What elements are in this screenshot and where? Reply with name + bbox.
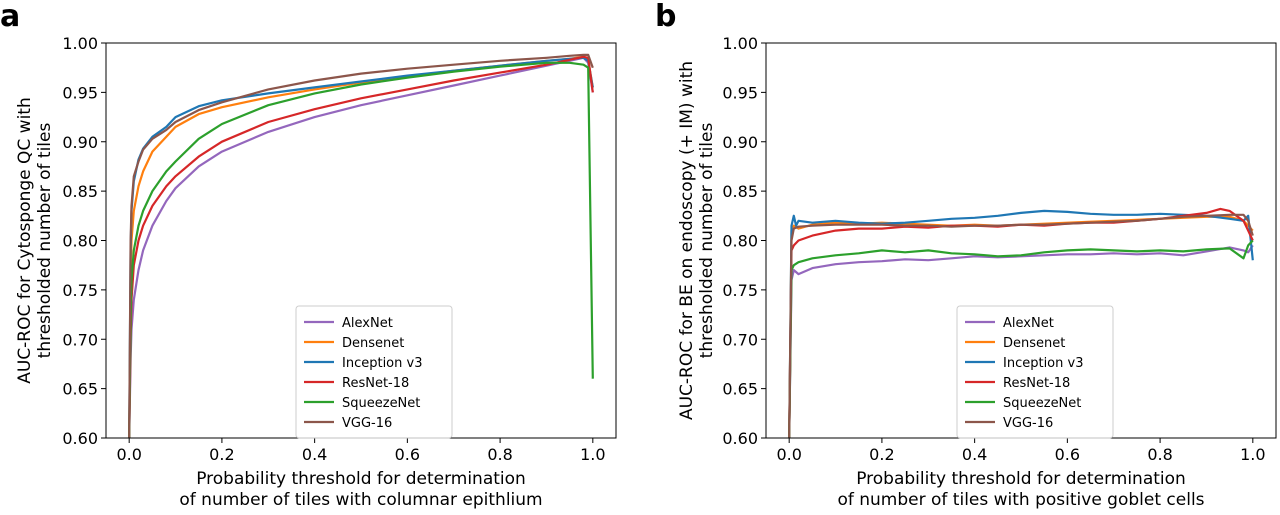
series-line-vgg-16	[788, 213, 1254, 438]
legend-label: VGG-16	[342, 416, 392, 431]
y-tick-label: 1.00	[62, 34, 98, 53]
x-axis-label: of number of tiles with positive goblet …	[837, 490, 1204, 510]
series-line-vgg-16	[128, 53, 594, 438]
y-tick-label: 0.65	[722, 380, 758, 399]
y-tick-label: 0.85	[62, 182, 98, 201]
x-tick-label: 0.8	[1147, 445, 1172, 464]
chart-panel-b: b 0.0 0.2 0.4 0.6 0.8 1.0 0.60 0.65 0.70 0.75 0.80 0…	[655, 0, 1277, 510]
panel-label: a	[0, 0, 20, 34]
x-tick-label: 1.0	[1240, 445, 1265, 464]
legend-label: AlexNet	[1003, 316, 1054, 331]
legend-label: ResNet-18	[342, 376, 409, 391]
legend-label: SqueezeNet	[1003, 396, 1081, 411]
y-tick-label: 0.95	[62, 83, 98, 102]
legend-label: Densenet	[342, 336, 404, 351]
y-tick-label: 0.75	[62, 281, 98, 300]
x-axis-label: Probability threshold for determination	[856, 469, 1186, 489]
y-axis-label: AUC-ROC for BE on endoscopy (+ IM) with	[677, 61, 697, 420]
legend-box	[295, 305, 453, 439]
x-tick-label: 0.0	[116, 445, 141, 464]
legend-label: Inception v3	[1003, 356, 1083, 371]
y-tick-label: 0.60	[722, 429, 758, 448]
legend-box	[956, 305, 1114, 439]
series-line-squeezenet	[128, 61, 594, 438]
y-tick-label: 1.00	[722, 34, 758, 53]
y-tick-label: 0.95	[722, 83, 758, 102]
y-tick-label: 0.80	[62, 232, 98, 251]
chart-panel-a: a 0.0 0.2 0.4 0.6 0.8 1.0 0.60 0.65 0.70 0.75 0.80 0…	[0, 0, 617, 510]
legend: AlexNet Densenet Inception v3 ResNet-18 Sque…	[295, 305, 453, 439]
legend-label: Densenet	[1003, 336, 1065, 351]
y-axis-label: thresholded number of tiles	[35, 123, 55, 359]
x-tick-label: 0.6	[1055, 445, 1080, 464]
x-tick-label: 0.0	[776, 445, 801, 464]
legend-label: ResNet-18	[1003, 376, 1070, 391]
legend-label: VGG-16	[1003, 416, 1053, 431]
y-tick-label: 0.65	[62, 380, 98, 399]
x-tick-label: 1.0	[580, 445, 605, 464]
legend-label: SqueezeNet	[342, 396, 420, 411]
x-tick-label: 0.2	[209, 445, 234, 464]
y-axis-label: thresholded number of tiles	[697, 123, 717, 359]
y-tick-label: 0.80	[722, 232, 758, 251]
series-group	[128, 53, 594, 438]
x-tick-label: 0.2	[869, 445, 894, 464]
y-tick-label: 0.85	[722, 182, 758, 201]
x-axis-label: Probability threshold for determination	[196, 469, 526, 489]
legend: AlexNet Densenet Inception v3 ResNet-18 Sque…	[956, 305, 1114, 439]
y-axis-label: AUC-ROC for Cytosponge QC with	[15, 97, 35, 384]
x-tick-label: 0.8	[487, 445, 512, 464]
legend-label: Inception v3	[342, 356, 422, 371]
y-tick-label: 0.90	[62, 133, 98, 152]
panel-label: b	[655, 0, 676, 34]
y-tick-label: 0.90	[722, 133, 758, 152]
x-tick-label: 0.4	[962, 445, 987, 464]
series-group	[788, 207, 1254, 438]
legend-label: AlexNet	[342, 316, 393, 331]
x-axis-label: of number of tiles with columnar epithli…	[179, 490, 542, 510]
y-tick-label: 0.60	[62, 429, 98, 448]
y-tick-label: 0.75	[722, 281, 758, 300]
y-tick-label: 0.70	[62, 330, 98, 349]
series-line-squeezenet	[788, 239, 1254, 438]
x-tick-label: 0.6	[395, 445, 420, 464]
x-tick-label: 0.4	[302, 445, 327, 464]
y-tick-label: 0.70	[722, 330, 758, 349]
